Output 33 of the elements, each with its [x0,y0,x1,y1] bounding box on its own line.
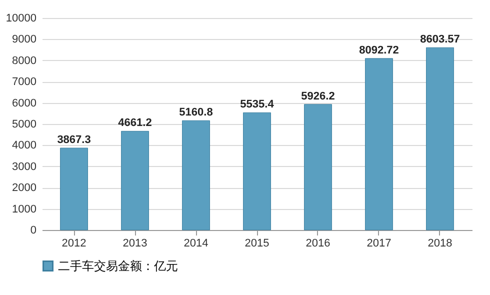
x-tick-label: 2014 [184,238,208,250]
bar [304,104,332,230]
bar [426,47,454,230]
y-tick-label: 5000 [12,118,36,130]
bar [60,148,88,230]
y-tick-label: 10000 [6,12,36,24]
data-label: 3867.3 [57,134,91,146]
x-tick-label: 2012 [62,238,86,250]
x-tick-label: 2015 [244,238,270,250]
data-label: 5535.4 [240,98,275,111]
x-tick-label: 2017 [366,238,392,250]
bar [121,130,149,230]
bar [182,120,210,230]
y-tick-label: 4000 [12,140,36,152]
y-tick-label: 1000 [12,203,36,216]
legend-label: 二手车交易金额：亿元 [58,259,178,273]
y-tick-label: 2000 [12,182,36,194]
bar [243,112,271,230]
data-label: 4661.2 [118,117,152,130]
y-tick-label: 7000 [12,76,36,88]
y-tick-label: 3000 [12,160,36,173]
bar [365,58,393,230]
x-tick-label: 2018 [428,238,452,250]
data-label: 5926.2 [301,90,335,102]
data-label: 8092.72 [359,44,399,56]
x-tick-label: 2013 [122,238,148,250]
y-tick-label: 8000 [12,54,36,67]
x-tick-label: 2016 [306,238,330,250]
y-tick-label: 9000 [12,34,36,46]
y-tick-label: 0 [30,224,36,236]
data-label: 8603.57 [420,34,460,46]
data-label: 5160.8 [179,106,213,119]
y-tick-label: 6000 [12,97,36,110]
